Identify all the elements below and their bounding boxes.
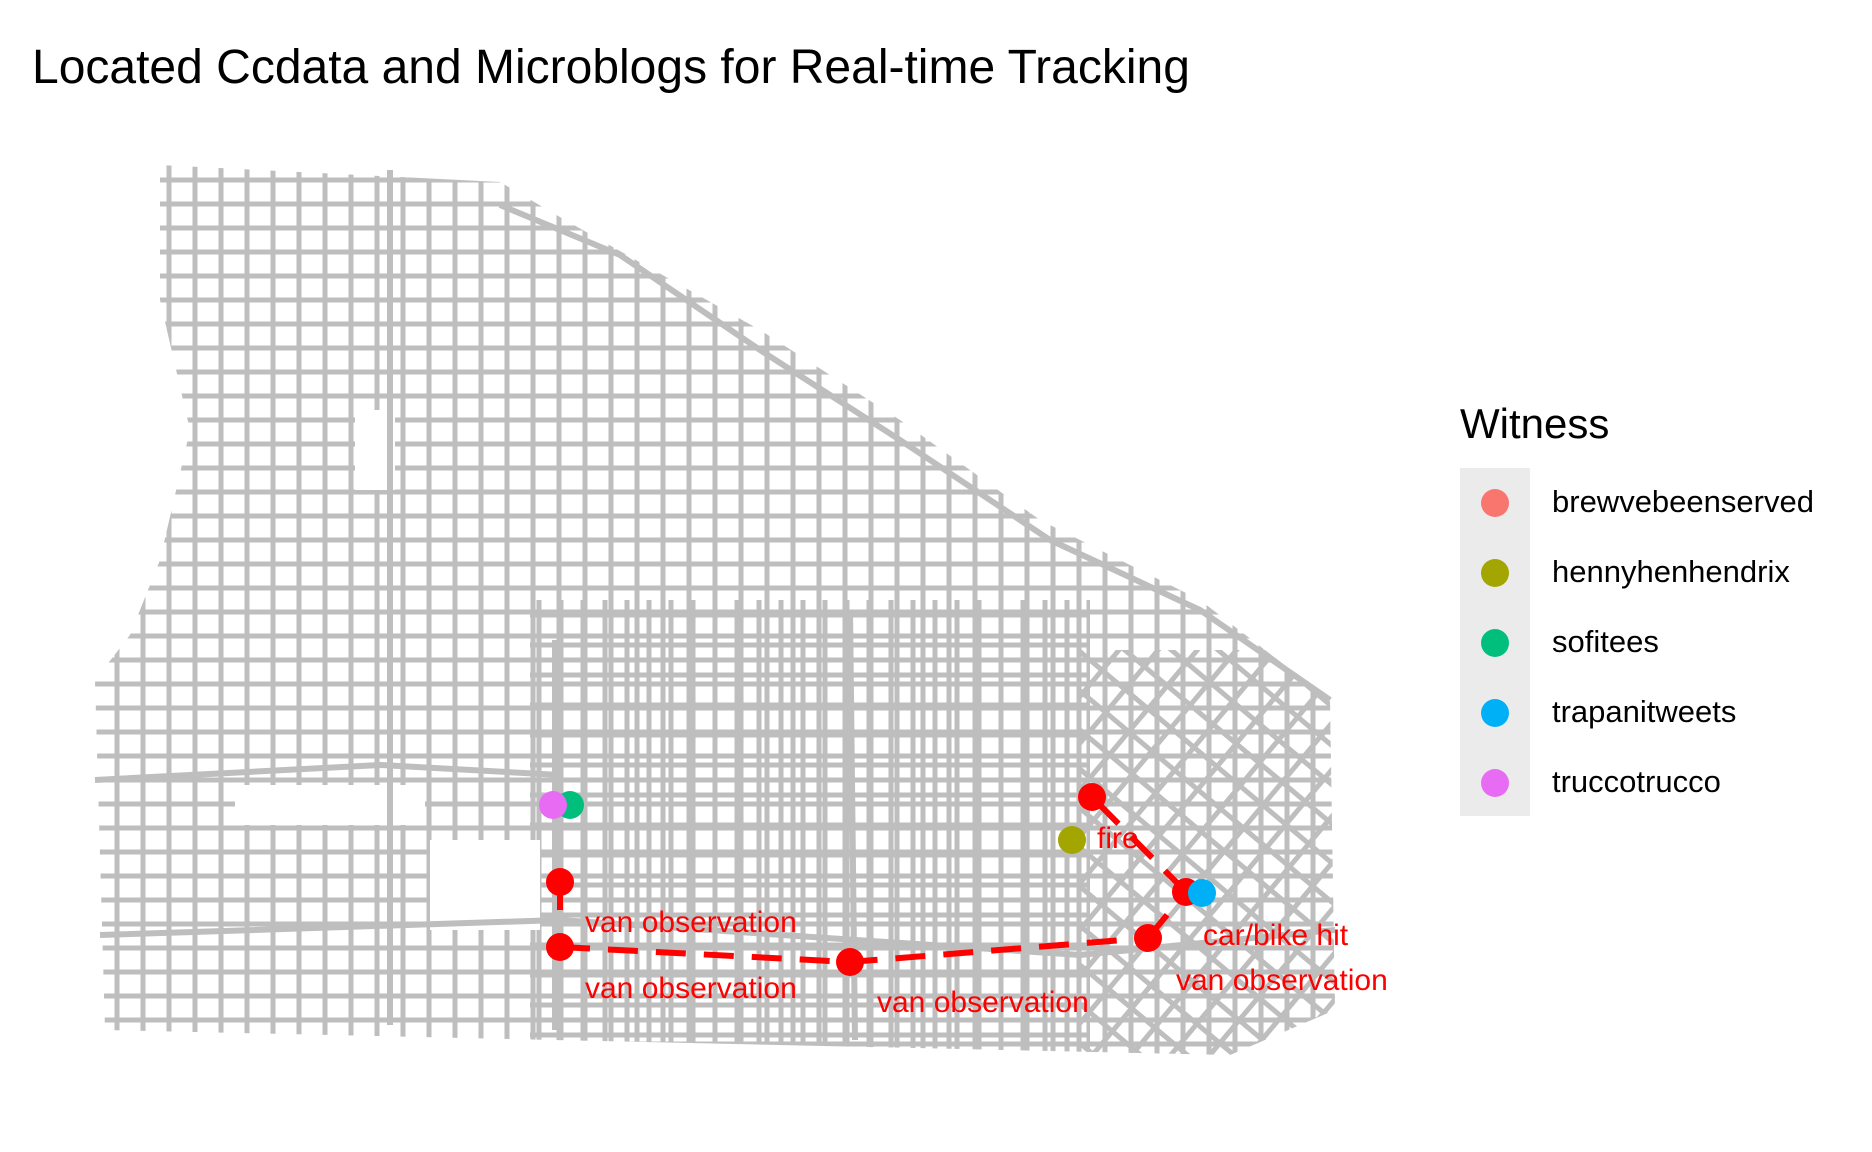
legend-dot-icon bbox=[1481, 489, 1509, 517]
legend-label: sofitees bbox=[1552, 624, 1659, 659]
legend-item-truccotrucco: truccotrucco bbox=[1460, 748, 1872, 818]
route-layer: van observation van observation van observ… bbox=[546, 783, 1388, 1019]
witness-point-truccotrucco bbox=[539, 791, 567, 819]
event-label: van observation bbox=[585, 972, 797, 1005]
legend-dot-icon bbox=[1481, 559, 1509, 587]
legend-title: Witness bbox=[1460, 400, 1610, 447]
route-stop-marker bbox=[1078, 783, 1106, 811]
legend-item-brewvebeenserved: brewvebeenserved bbox=[1460, 468, 1872, 538]
legend-label: trapanitweets bbox=[1552, 694, 1737, 729]
event-label: van observation bbox=[585, 906, 797, 939]
chart-title: Located Ccdata and Microblogs for Real-t… bbox=[32, 41, 1190, 94]
route-stop-marker bbox=[546, 933, 574, 961]
witness-point-hennyhenhendrix bbox=[1058, 826, 1086, 854]
route-stop-marker bbox=[1134, 924, 1162, 952]
legend-dot-icon bbox=[1481, 699, 1509, 727]
witness-layer bbox=[539, 791, 1216, 907]
legend-key-panel: brewvebeenserved hennyhenhendrix sofitee… bbox=[1460, 468, 1814, 816]
legend-label: truccotrucco bbox=[1552, 764, 1721, 799]
major-roads bbox=[94, 170, 1336, 1041]
witness-point-trapanitweets bbox=[1188, 879, 1216, 907]
event-label: fire bbox=[1097, 822, 1139, 855]
legend: Witness brewvebeenserved hennyhenhendrix… bbox=[1460, 400, 1814, 816]
legend-dot-icon bbox=[1481, 769, 1509, 797]
legend-label: hennyhenhendrix bbox=[1552, 554, 1790, 589]
legend-dot-icon bbox=[1481, 629, 1509, 657]
event-label: car/bike hit bbox=[1203, 919, 1349, 952]
legend-label: brewvebeenserved bbox=[1552, 484, 1814, 519]
event-label: van observation bbox=[1176, 964, 1388, 997]
route-stop-marker bbox=[836, 948, 864, 976]
legend-item-trapanitweets: trapanitweets bbox=[1460, 678, 1872, 748]
legend-item-sofitees: sofitees bbox=[1460, 608, 1872, 678]
legend-item-hennyhenhendrix: hennyhenhendrix bbox=[1460, 538, 1872, 608]
route-stop-marker bbox=[546, 868, 574, 896]
route-segment-dashed bbox=[1089, 794, 1189, 895]
event-label: van observation bbox=[877, 986, 1089, 1019]
